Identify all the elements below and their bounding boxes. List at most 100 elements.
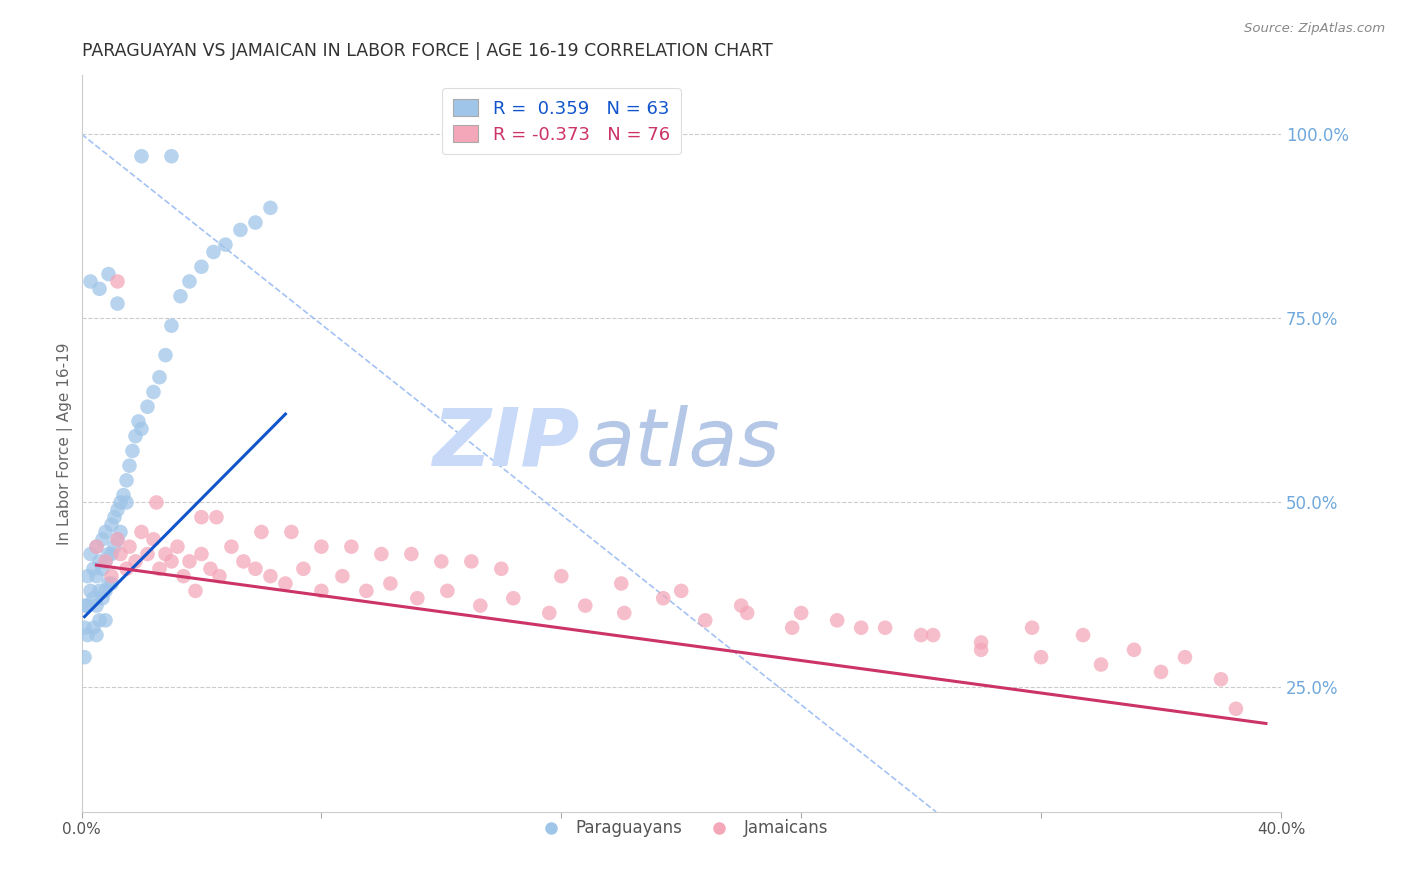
Point	[142, 384, 165, 399]
Point	[332, 569, 354, 583]
Point	[1150, 665, 1173, 679]
Point	[172, 569, 194, 583]
Point	[190, 260, 212, 274]
Point	[460, 554, 482, 568]
Point	[97, 547, 120, 561]
Point	[1225, 702, 1247, 716]
Point	[89, 583, 111, 598]
Point	[613, 606, 636, 620]
Point	[160, 149, 183, 163]
Point	[107, 296, 129, 310]
Point	[86, 599, 108, 613]
Point	[259, 201, 281, 215]
Point	[79, 547, 101, 561]
Point	[124, 429, 146, 443]
Point	[76, 628, 98, 642]
Point	[107, 503, 129, 517]
Point	[86, 628, 108, 642]
Text: Source: ZipAtlas.com: Source: ZipAtlas.com	[1244, 22, 1385, 36]
Point	[430, 554, 453, 568]
Point	[124, 554, 146, 568]
Point	[103, 540, 125, 554]
Point	[118, 540, 141, 554]
Point	[110, 495, 132, 509]
Point	[671, 583, 693, 598]
Point	[131, 149, 153, 163]
Point	[202, 245, 225, 260]
Point	[221, 540, 243, 554]
Point	[94, 554, 117, 568]
Point	[538, 606, 561, 620]
Point	[160, 554, 183, 568]
Point	[89, 282, 111, 296]
Text: atlas: atlas	[585, 405, 780, 483]
Point	[970, 642, 993, 657]
Point	[136, 547, 159, 561]
Point	[1123, 642, 1146, 657]
Point	[214, 237, 236, 252]
Point	[274, 576, 297, 591]
Point	[145, 495, 167, 509]
Point	[695, 613, 717, 627]
Point	[502, 591, 524, 606]
Point	[97, 576, 120, 591]
Text: ZIP: ZIP	[432, 405, 579, 483]
Point	[574, 599, 596, 613]
Text: PARAGUAYAN VS JAMAICAN IN LABOR FORCE | AGE 16-19 CORRELATION CHART: PARAGUAYAN VS JAMAICAN IN LABOR FORCE | …	[82, 42, 772, 60]
Point	[91, 533, 114, 547]
Point	[73, 650, 96, 665]
Point	[179, 554, 201, 568]
Point	[169, 289, 191, 303]
Point	[107, 533, 129, 547]
Point	[491, 562, 513, 576]
Point	[1209, 673, 1232, 687]
Legend: Paraguayans, Jamaicans: Paraguayans, Jamaicans	[527, 813, 835, 844]
Point	[86, 569, 108, 583]
Point	[1174, 650, 1197, 665]
Point	[97, 267, 120, 281]
Point	[780, 621, 803, 635]
Point	[94, 524, 117, 539]
Point	[250, 524, 273, 539]
Point	[103, 510, 125, 524]
Point	[89, 613, 111, 627]
Point	[94, 583, 117, 598]
Point	[730, 599, 752, 613]
Y-axis label: In Labor Force | Age 16-19: In Labor Force | Age 16-19	[58, 343, 73, 545]
Point	[91, 591, 114, 606]
Point	[1090, 657, 1112, 672]
Point	[89, 554, 111, 568]
Point	[115, 562, 138, 576]
Point	[922, 628, 945, 642]
Point	[401, 547, 423, 561]
Point	[550, 569, 572, 583]
Point	[83, 621, 105, 635]
Point	[148, 562, 170, 576]
Point	[406, 591, 429, 606]
Point	[142, 533, 165, 547]
Point	[790, 606, 813, 620]
Point	[155, 348, 177, 362]
Point	[910, 628, 932, 642]
Point	[200, 562, 222, 576]
Point	[1029, 650, 1052, 665]
Point	[110, 547, 132, 561]
Point	[107, 275, 129, 289]
Point	[83, 591, 105, 606]
Point	[208, 569, 231, 583]
Point	[107, 533, 129, 547]
Point	[100, 576, 122, 591]
Point	[259, 569, 281, 583]
Point	[79, 583, 101, 598]
Point	[86, 540, 108, 554]
Point	[166, 540, 188, 554]
Point	[73, 599, 96, 613]
Point	[179, 275, 201, 289]
Point	[155, 547, 177, 561]
Point	[118, 458, 141, 473]
Point	[340, 540, 363, 554]
Point	[311, 540, 333, 554]
Point	[370, 547, 392, 561]
Point	[115, 495, 138, 509]
Point	[245, 562, 267, 576]
